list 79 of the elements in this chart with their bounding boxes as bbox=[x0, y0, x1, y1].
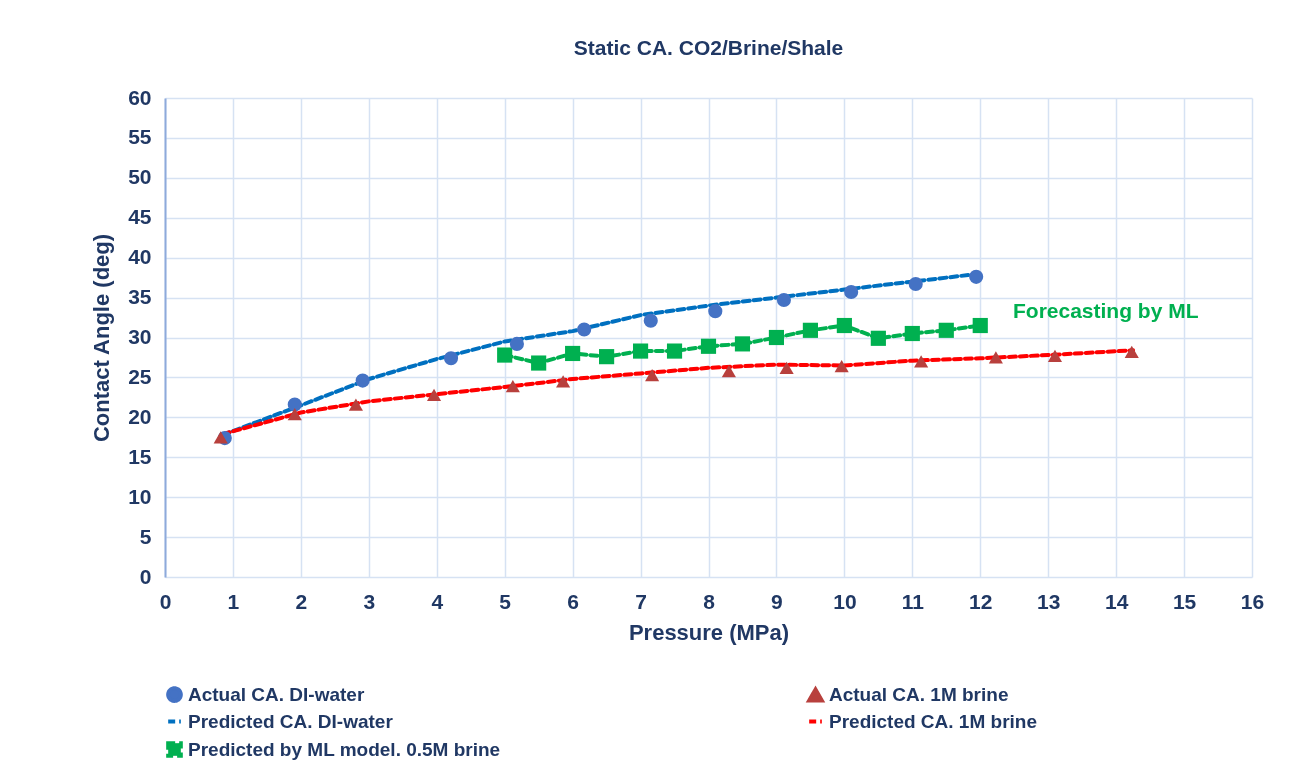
point bbox=[802, 322, 818, 338]
point bbox=[904, 325, 920, 342]
x-tick-label: 9 bbox=[771, 589, 783, 613]
point bbox=[969, 269, 984, 284]
x-tick-label: 4 bbox=[431, 589, 444, 613]
x-tick-label: 13 bbox=[1037, 589, 1061, 613]
point bbox=[556, 375, 571, 388]
point bbox=[577, 322, 592, 337]
x-tick-label: 2 bbox=[295, 589, 308, 613]
point bbox=[531, 355, 547, 371]
point bbox=[776, 292, 791, 308]
y-tick-label: 55 bbox=[128, 125, 152, 149]
y-tick-label: 50 bbox=[128, 165, 152, 189]
x-tick-label: 6 bbox=[567, 589, 579, 613]
point bbox=[599, 349, 615, 365]
point bbox=[700, 338, 717, 354]
legend-label: Predicted CA. 1M brine bbox=[829, 710, 1037, 732]
point bbox=[779, 361, 794, 374]
x-tick-label: 12 bbox=[969, 589, 993, 613]
point bbox=[505, 380, 520, 393]
point bbox=[287, 397, 302, 412]
y-tick-label: 5 bbox=[139, 524, 152, 548]
point bbox=[938, 322, 954, 338]
y-tick-label: 30 bbox=[128, 325, 152, 348]
point bbox=[721, 364, 736, 378]
point bbox=[645, 368, 660, 382]
x-tick-label: 15 bbox=[1172, 589, 1197, 613]
x-axis-title: Pressure (MPa) bbox=[628, 619, 790, 645]
x-tick-label: 5 bbox=[499, 589, 512, 613]
x-tick-label: 8 bbox=[703, 589, 716, 613]
point bbox=[708, 304, 723, 319]
point bbox=[565, 345, 581, 362]
y-tick-label: 10 bbox=[128, 484, 152, 508]
y-tick-label: 20 bbox=[128, 404, 152, 428]
point bbox=[1047, 349, 1063, 362]
point bbox=[666, 343, 683, 359]
point bbox=[768, 329, 785, 346]
y-tick-label: 0 bbox=[139, 564, 152, 588]
point bbox=[908, 276, 923, 292]
legend-label: Predicted CA. DI-water bbox=[188, 710, 394, 732]
y-tick-label: 25 bbox=[128, 364, 152, 388]
point bbox=[509, 336, 524, 351]
chart-title: Static CA. CO2/Brine/Shale bbox=[573, 36, 844, 59]
annotation: Forecasting by ML bbox=[1013, 299, 1199, 322]
point bbox=[287, 408, 302, 421]
x-tick-label: 3 bbox=[363, 589, 376, 613]
x-tick-label: 10 bbox=[833, 589, 857, 613]
point bbox=[844, 284, 859, 300]
point bbox=[734, 336, 751, 352]
point bbox=[632, 343, 649, 359]
point bbox=[426, 388, 442, 402]
point bbox=[355, 373, 370, 388]
y-tick-label: 35 bbox=[128, 285, 152, 309]
point bbox=[870, 330, 886, 346]
y-axis-title: Contact Angle (deg) bbox=[89, 233, 115, 443]
x-tick-label: 7 bbox=[635, 589, 647, 613]
point bbox=[213, 431, 228, 444]
point bbox=[348, 398, 363, 411]
x-tick-label: 0 bbox=[159, 589, 172, 613]
legend-label: Actual CA. 1M brine bbox=[829, 684, 1009, 706]
point bbox=[972, 317, 988, 334]
y-tick-label: 45 bbox=[128, 205, 152, 229]
point bbox=[443, 351, 459, 366]
x-tick-label: 1 bbox=[227, 589, 240, 613]
point bbox=[914, 355, 929, 368]
point bbox=[834, 360, 849, 373]
x-tick-label: 16 bbox=[1240, 589, 1265, 613]
legend-label: Actual CA. DI-water bbox=[188, 683, 365, 705]
y-tick-label: 60 bbox=[128, 85, 152, 109]
point bbox=[643, 313, 658, 328]
point bbox=[988, 351, 1003, 364]
point bbox=[836, 317, 852, 334]
y-tick-label: 15 bbox=[128, 444, 152, 468]
legend-label: Predicted by ML model. 0.5M brine bbox=[188, 738, 501, 760]
point bbox=[1124, 345, 1139, 358]
y-tick-label: 40 bbox=[128, 245, 152, 269]
point bbox=[497, 347, 513, 363]
x-tick-label: 14 bbox=[1104, 589, 1129, 613]
x-tick-label: 11 bbox=[901, 589, 925, 613]
